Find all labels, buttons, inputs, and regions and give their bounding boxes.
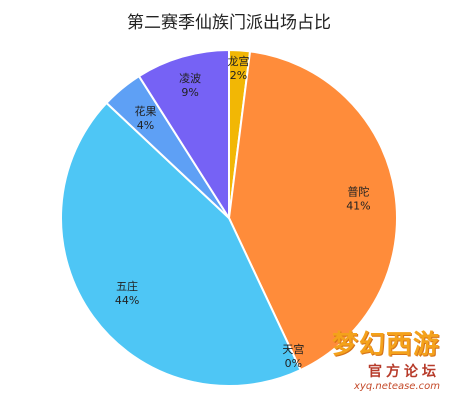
chart-title: 第二赛季仙族门派出场占比 [127,13,331,33]
slice-name-label-5: 凌波 [179,71,201,85]
watermark-logo-text: 梦幻西游 [331,330,440,360]
pie-slice-5 [137,48,230,222]
slice-name-label-4: 花果 [134,105,156,118]
slice-value-label-5: 9% [181,86,198,99]
slice-value-label-1: 41% [346,200,370,213]
slice-value-label-3: 44% [115,294,139,307]
slice-value-label-4: 4% [137,119,154,132]
pie-slice-3 [59,101,302,387]
watermark-logo: 梦幻西游 官方论坛 xyq.netease.com [310,324,440,404]
watermark-subtitle: 官方论坛 [368,364,440,380]
watermark-url: xyq.netease.com [354,381,440,392]
slice-name-label-1: 普陀 [347,185,369,199]
pie-slice-1 [227,50,398,372]
slices-layer [59,48,398,387]
slice-name-label-2: 天宫 [282,342,304,356]
slice-value-label-2: 0% [285,357,302,370]
slice-name-label-0: 龙宫 [227,54,249,68]
slice-value-label-0: 2% [230,69,247,82]
slice-name-label-3: 五庄 [116,279,138,293]
